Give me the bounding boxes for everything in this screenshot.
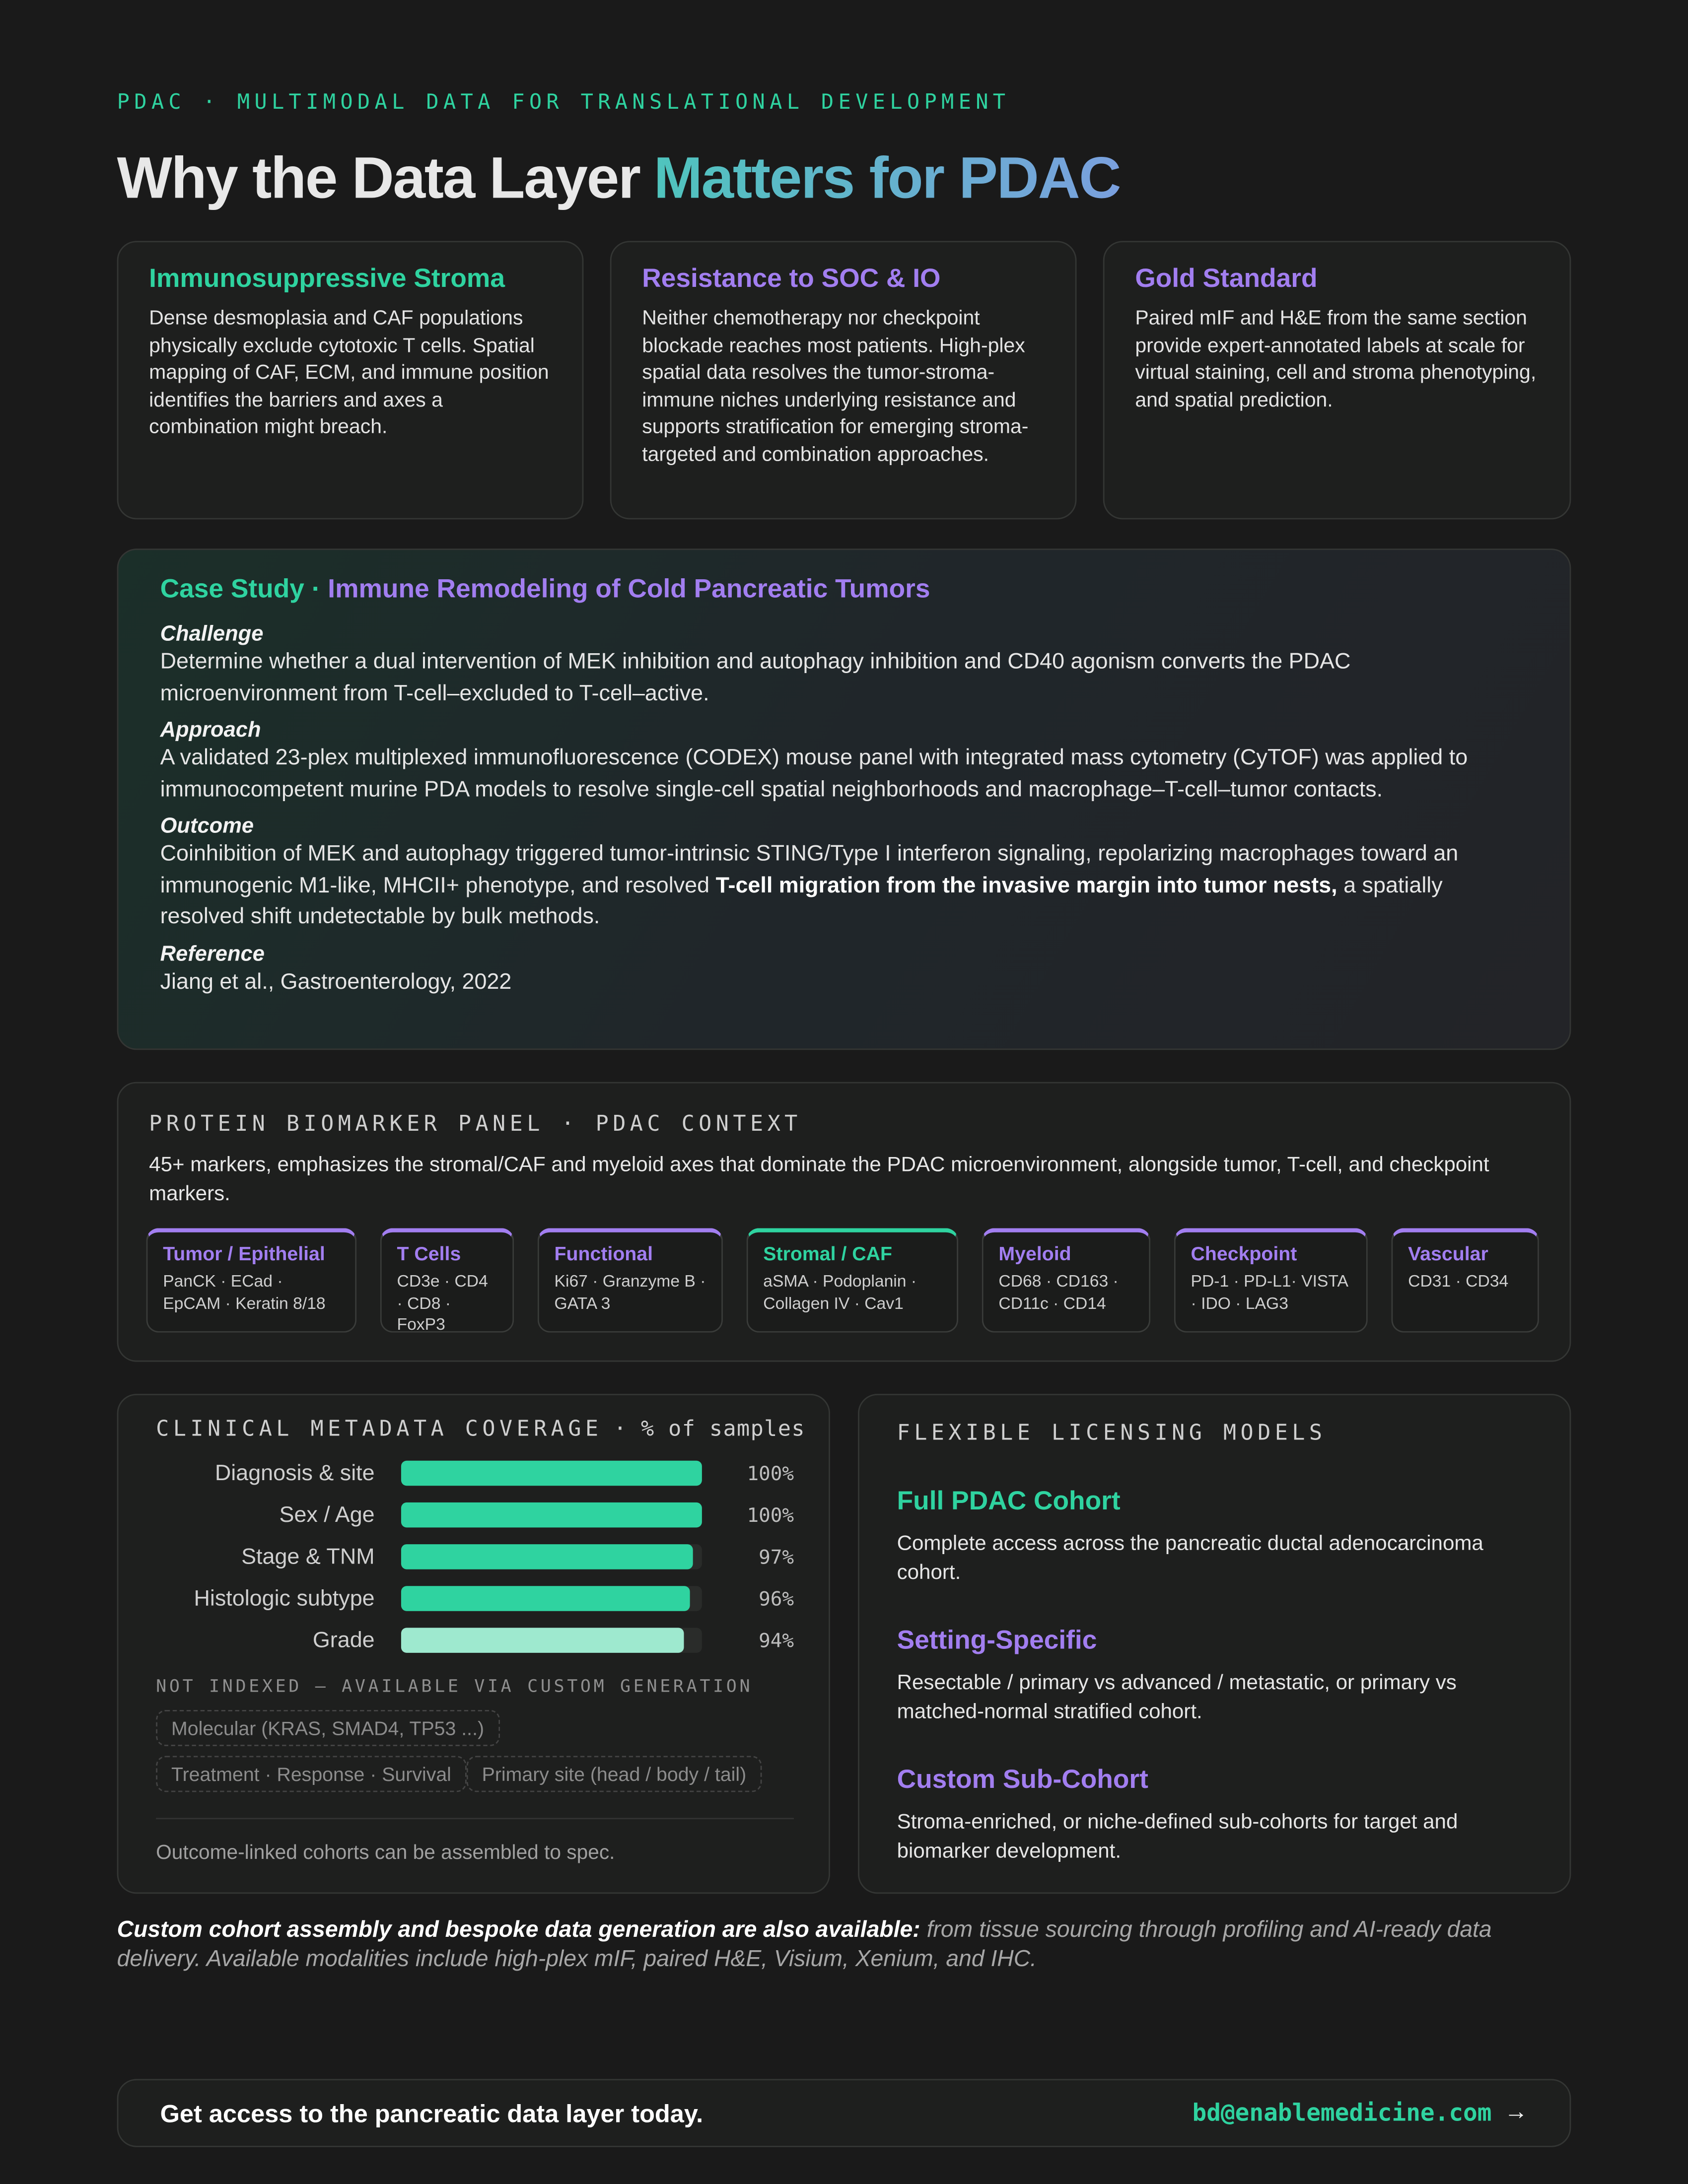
group-name: Myeloid — [998, 1242, 1071, 1265]
section-text: Jiang et al., Gastroenterology, 2022 — [160, 969, 512, 994]
marker-group: Myeloid CD68 · CD163 · CD11c · CD14 — [982, 1228, 1151, 1333]
coverage-unit: · % of samples — [614, 1416, 805, 1441]
row-label: Sex / Age — [280, 1502, 375, 1527]
group-name: T Cells — [397, 1242, 461, 1265]
group-markers: CD68 · CD163 · CD11c · CD14 — [998, 1271, 1119, 1312]
section-heading: Challenge — [160, 622, 264, 646]
marker-group: Vascular CD31 · CD34 — [1391, 1228, 1539, 1333]
bar — [401, 1502, 702, 1528]
outcome-text: Coinhibition of MEK and autophagy trigge… — [160, 842, 1459, 898]
bar — [401, 1628, 684, 1653]
group-markers: CD3e · CD4 · CD8 · FoxP3 — [397, 1271, 488, 1334]
tag: Molecular (KRAS, SMAD4, TP53 ...) — [156, 1709, 499, 1746]
coverage-note: Outcome-linked cohorts can be assembled … — [156, 1841, 615, 1863]
card-body: Dense desmoplasia and CAF populations ph… — [149, 307, 549, 439]
marker-group: Tumor / Epithelial PanCK · ECad · EpCAM ·… — [146, 1228, 357, 1333]
cta-email[interactable]: bd@enablemedicine.com — [1192, 2100, 1492, 2128]
footnote-lead: Custom cohort assembly and bespoke data … — [117, 1917, 920, 1943]
card-title: Gold Standard — [1135, 265, 1318, 294]
model-name: Custom Sub-Cohort — [897, 1766, 1148, 1795]
value-label: 97% — [759, 1546, 794, 1569]
heading: Why the Data Layer Matters for PDAC — [117, 144, 1122, 212]
group-markers: PD-1 · PD-L1· VISTA · IDO · LAG3 — [1191, 1271, 1348, 1312]
outcome-text-end: a spatially resolved shift undetectable … — [160, 874, 1443, 929]
bar — [401, 1460, 702, 1486]
row-label: Stage & TNM — [241, 1543, 375, 1569]
model-description: Complete access across the pancreatic du… — [897, 1531, 1483, 1585]
bar — [401, 1544, 693, 1570]
group-markers: Ki67 · Granzyme B · GATA 3 — [554, 1271, 706, 1312]
heading-text: Why the Data Layer — [117, 144, 641, 210]
model-description: Stroma-enriched, or niche-defined sub-co… — [897, 1810, 1458, 1863]
section-text: A validated 23-plex multiplexed immunofl… — [160, 746, 1468, 802]
card: Gold Standard Paired mIF and H&E from the… — [1103, 241, 1571, 520]
group-markers: PanCK · ECad · EpCAM · Keratin 8/18 — [163, 1271, 326, 1312]
case-name: Immune Remodeling of Cold Pancreatic Tum… — [328, 575, 930, 605]
model-name: Full PDAC Cohort — [897, 1487, 1121, 1516]
card: Immunosuppressive Stroma Dense desmoplasi… — [117, 241, 584, 520]
group-name: Stromal / CAF — [763, 1242, 893, 1265]
row-label: Diagnosis & site — [215, 1460, 375, 1485]
case-title: Case Study · Immune Remodeling of Cold P… — [160, 575, 1528, 606]
group-markers: CD31 · CD34 — [1408, 1271, 1509, 1291]
card-title: Resistance to SOC & IO — [642, 265, 941, 294]
marker-groups: Tumor / Epithelial PanCK · ECad · EpCAM ·… — [146, 1228, 1539, 1334]
card-body: Paired mIF and H&E from the same section… — [1135, 307, 1537, 411]
not-indexed-title: NOT INDEXED — AVAILABLE VIA CUSTOM GENER… — [156, 1676, 753, 1696]
cta-text: Get access to the pancreatic data layer … — [160, 2100, 703, 2128]
cta-arrow[interactable]: → — [1504, 2098, 1528, 2125]
coverage-card: CLINICAL METADATA COVERAGE · % of samples… — [117, 1394, 830, 1894]
footnote: Custom cohort assembly and bespoke data … — [117, 1916, 1571, 1975]
footnote-text: from tissue sourcing through profiling a… — [117, 1917, 1492, 1972]
coverage-title: CLINICAL METADATA COVERAGE · % of samples — [156, 1416, 805, 1441]
cta-bar: Get access to the pancreatic data layer … — [117, 2079, 1571, 2147]
card-body: Neither chemotherapy nor checkpoint bloc… — [642, 307, 1029, 466]
card: Resistance to SOC & IO Neither chemothera… — [610, 241, 1077, 520]
row-label: Histologic subtype — [194, 1585, 374, 1611]
card-title: Immunosuppressive Stroma — [149, 265, 505, 294]
marker-group: Functional Ki67 · Granzyme B · GATA 3 — [537, 1228, 723, 1333]
licensing-card: FLEXIBLE LICENSING MODELS Full PDAC Coho… — [858, 1394, 1571, 1894]
model-description: Resectable / primary vs advanced / metas… — [897, 1671, 1457, 1724]
tag: Treatment · Response · Survival — [156, 1756, 467, 1792]
row-label: Grade — [313, 1627, 375, 1652]
value-label: 100% — [747, 1463, 794, 1485]
section-heading: Reference — [160, 942, 265, 966]
value-label: 94% — [759, 1630, 794, 1652]
model-name: Setting-Specific — [897, 1626, 1097, 1656]
group-name: Vascular — [1408, 1242, 1488, 1265]
marker-group: Checkpoint PD-1 · PD-L1· VISTA · IDO · LA… — [1174, 1228, 1368, 1333]
group-markers: aSMA · Podoplanin · Collagen IV · Cav1 — [763, 1271, 917, 1312]
panel-description: 45+ markers, emphasizes the stromal/CAF … — [149, 1153, 1489, 1206]
section-heading: Approach — [160, 718, 261, 743]
coverage-chart: CLINICAL METADATA COVERAGE · % of samples… — [156, 1416, 805, 1863]
section-heading: Outcome — [160, 815, 254, 838]
value-label: 96% — [759, 1588, 794, 1611]
case-label: Case Study · — [160, 575, 321, 605]
value-label: 100% — [747, 1504, 794, 1527]
marker-group: T Cells CD3e · CD4 · CD8 · FoxP3 — [380, 1228, 514, 1334]
group-name: Tumor / Epithelial — [163, 1242, 325, 1265]
panel-title: PROTEIN BIOMARKER PANEL · PDAC CONTEXT — [149, 1111, 802, 1137]
bar — [401, 1586, 690, 1611]
outcome-emphasis: T-cell migration from the invasive margi… — [715, 874, 1337, 898]
biomarker-panel: PROTEIN BIOMARKER PANEL · PDAC CONTEXT 4… — [117, 1082, 1571, 1362]
tag: Primary site (head / body / tail) — [466, 1756, 762, 1792]
licensing-title: FLEXIBLE LICENSING MODELS — [897, 1420, 1327, 1445]
section-text: Coinhibition of MEK and autophagy trigge… — [160, 840, 1528, 934]
marker-group: Stromal / CAF aSMA · Podoplanin · Collage… — [746, 1228, 959, 1333]
group-name: Functional — [554, 1242, 653, 1265]
heading-highlight: Matters for PDAC — [653, 144, 1122, 210]
case-study: Case Study · Immune Remodeling of Cold P… — [117, 548, 1571, 1050]
group-name: Checkpoint — [1191, 1242, 1297, 1265]
eyebrow: PDAC · MULTIMODAL DATA FOR TRANSLATIONAL… — [117, 89, 1010, 115]
section-text: Determine whether a dual intervention of… — [160, 650, 1351, 705]
